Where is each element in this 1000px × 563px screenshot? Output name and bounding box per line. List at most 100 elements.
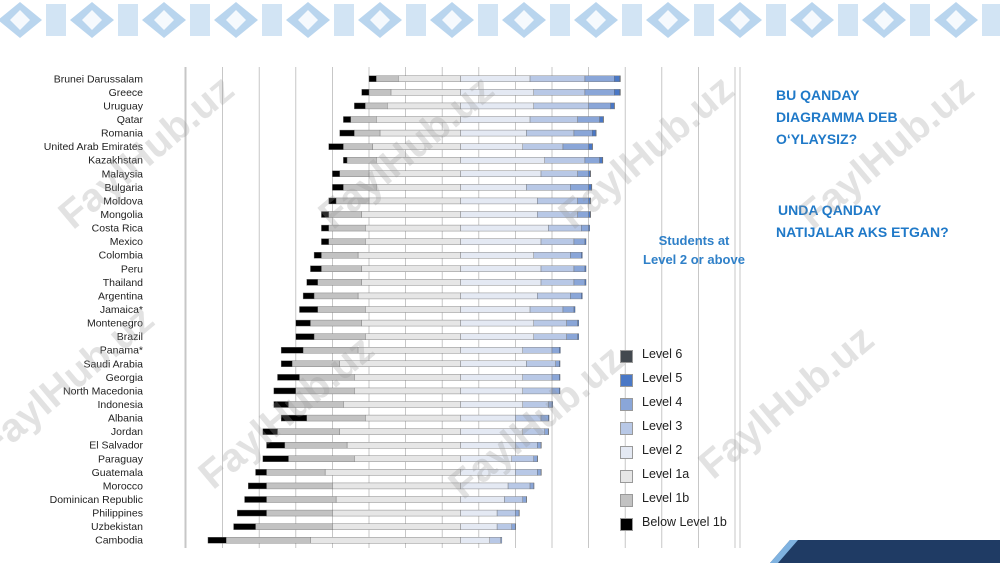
bar-segment [460, 292, 538, 300]
country-label: Indonesia [97, 399, 143, 411]
annotation-line-2: Level 2 or above [643, 252, 745, 267]
bar-segment [310, 319, 362, 327]
bar-segment [335, 496, 461, 503]
country-label: Qatar [117, 114, 144, 126]
bar-segment [368, 75, 377, 82]
country-label: Peru [121, 263, 143, 275]
bar-segment [361, 279, 461, 286]
bar-segment [526, 184, 571, 191]
country-label: Guatemala [92, 467, 144, 479]
bar-segment [460, 455, 512, 462]
bar-segment [460, 347, 523, 354]
bar-segment [266, 509, 333, 517]
bar-segment [599, 116, 604, 123]
bar-segment [343, 116, 351, 123]
bar-segment [460, 442, 516, 449]
country-label: Brazil [117, 331, 143, 343]
bar-segment [335, 197, 370, 205]
bar-segment [570, 252, 582, 259]
bar-segment [526, 129, 575, 137]
bar-segment [577, 333, 579, 340]
bar-segment [584, 265, 587, 272]
bar-segment [460, 265, 542, 272]
bar-segment [332, 509, 461, 517]
country-label: Malaysia [102, 168, 144, 180]
bar-segment [548, 401, 553, 408]
bar-segment [551, 347, 560, 354]
bar-segment [346, 157, 377, 164]
country-label: Mexico [110, 236, 143, 248]
bar-segment [365, 238, 461, 245]
bar-segment [581, 224, 589, 232]
bar-segment [376, 75, 399, 82]
bar-segment [368, 197, 461, 205]
question-1-line-1: BU QANDAY [776, 87, 860, 103]
bar-segment [306, 414, 366, 422]
bar-segment [460, 374, 523, 381]
bar-segment [529, 116, 578, 123]
bar-segment [266, 482, 333, 490]
bar-segment [555, 360, 560, 367]
bar-segment [460, 102, 534, 110]
bar-segment [559, 387, 561, 395]
bar-segment [570, 184, 589, 191]
question-2-line-1: UNDA QANDAY [778, 202, 882, 218]
bar-segment [619, 89, 621, 96]
bar-segment [537, 292, 571, 300]
bar-segment [354, 455, 461, 462]
bar-segment [299, 306, 318, 313]
bar-segment [255, 523, 333, 530]
bar-segment [266, 469, 326, 476]
country-label: Argentina [98, 290, 143, 302]
legend-label: Level 6 [642, 347, 683, 361]
bar-segment [581, 252, 583, 259]
level2-annotation: Students at Level 2 or above [634, 231, 754, 269]
bar-segment [460, 387, 523, 395]
bar-segment [328, 211, 362, 218]
bar-segment [460, 75, 531, 82]
bar-segment [376, 116, 461, 123]
bar-segment [321, 252, 359, 259]
bar-segment [343, 401, 461, 408]
country-label: Colombia [99, 250, 144, 262]
bar-segment [354, 129, 381, 137]
bar-segment [577, 197, 589, 205]
bar-segment [361, 89, 370, 96]
legend-item-level-2: Level 2 [618, 442, 758, 466]
bar-segment [365, 224, 461, 232]
bar-segment [460, 509, 498, 517]
legend: Level 6 Level 5 Level 4 Level 3 Level 2 … [618, 346, 758, 538]
banner-motif [574, 2, 642, 38]
banner-motif [790, 2, 858, 38]
legend-label: Level 1a [642, 467, 690, 481]
banner-motif [70, 2, 138, 38]
bar-segment [295, 319, 311, 327]
bar-segment [460, 414, 516, 422]
bar-segment [573, 238, 586, 245]
country-label: Cambodia [95, 535, 143, 547]
bar-segment [284, 442, 348, 449]
bar-segment [460, 197, 538, 205]
bar-segment [599, 157, 603, 164]
country-label: Kazakhstan [88, 155, 143, 167]
bar-segment [310, 537, 461, 544]
bar-segment [343, 157, 348, 164]
bar-segment [295, 387, 355, 395]
bar-segment [577, 170, 589, 177]
bar-segment [540, 279, 575, 286]
banner-motif [142, 2, 210, 38]
bar-segment [522, 374, 553, 381]
bar-segment [365, 306, 461, 313]
bar-segment [244, 496, 267, 503]
country-label: Romania [101, 128, 143, 140]
bar-segment [328, 197, 337, 205]
bar-segment [339, 360, 461, 367]
bar-segment [562, 306, 575, 313]
bar-segment [566, 333, 578, 340]
bar-segment [522, 387, 553, 395]
country-label: United Arab Emirates [44, 141, 143, 153]
country-label: Georgia [106, 372, 144, 384]
corner-decoration [770, 540, 1000, 563]
bar-segment [584, 157, 600, 164]
